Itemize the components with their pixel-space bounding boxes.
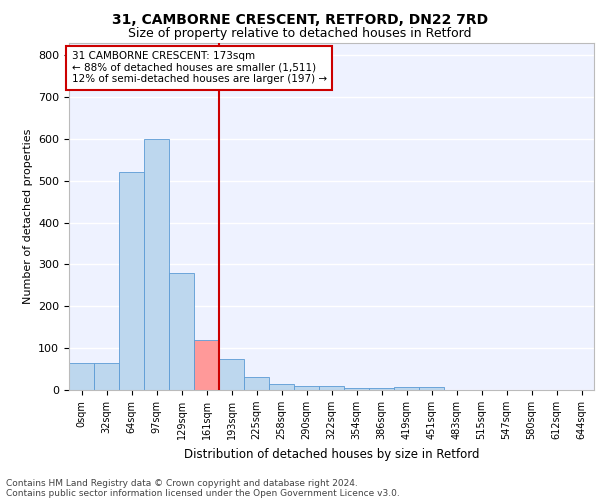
Y-axis label: Number of detached properties: Number of detached properties xyxy=(23,128,32,304)
Bar xyxy=(269,384,294,390)
Text: Size of property relative to detached houses in Retford: Size of property relative to detached ho… xyxy=(128,28,472,40)
Bar xyxy=(94,363,119,390)
Bar xyxy=(219,358,244,390)
Bar xyxy=(244,378,269,390)
Bar xyxy=(69,363,94,390)
Bar xyxy=(319,386,344,390)
X-axis label: Distribution of detached houses by size in Retford: Distribution of detached houses by size … xyxy=(184,448,479,460)
Text: 31, CAMBORNE CRESCENT, RETFORD, DN22 7RD: 31, CAMBORNE CRESCENT, RETFORD, DN22 7RD xyxy=(112,12,488,26)
Bar xyxy=(394,386,419,390)
Text: Contains HM Land Registry data © Crown copyright and database right 2024.: Contains HM Land Registry data © Crown c… xyxy=(6,478,358,488)
Bar xyxy=(369,388,394,390)
Bar xyxy=(119,172,144,390)
Bar xyxy=(169,273,194,390)
Bar xyxy=(344,388,369,390)
Bar xyxy=(419,386,444,390)
Text: 31 CAMBORNE CRESCENT: 173sqm
← 88% of detached houses are smaller (1,511)
12% of: 31 CAMBORNE CRESCENT: 173sqm ← 88% of de… xyxy=(71,51,327,84)
Bar xyxy=(194,340,219,390)
Bar xyxy=(144,139,169,390)
Bar xyxy=(294,386,319,390)
Text: Contains public sector information licensed under the Open Government Licence v3: Contains public sector information licen… xyxy=(6,488,400,498)
